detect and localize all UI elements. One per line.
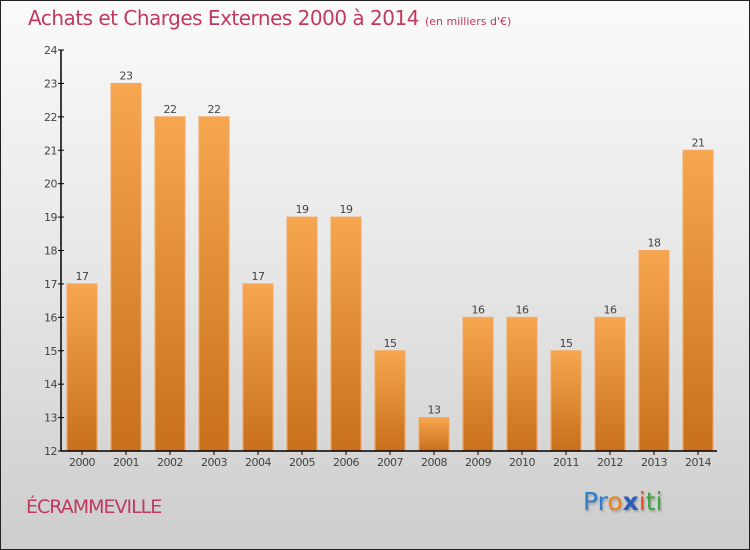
- y-tick-label-23: 23: [44, 77, 57, 90]
- value-label-2012: 16: [604, 303, 617, 316]
- y-tick-label-19: 19: [44, 211, 57, 224]
- value-label-2013: 18: [648, 237, 661, 250]
- bar-2009: [462, 316, 494, 452]
- value-label-2000: 17: [76, 270, 89, 283]
- value-label-2014: 21: [692, 136, 705, 149]
- y-tick-label-24: 24: [44, 44, 57, 57]
- bar-2007: [374, 350, 406, 452]
- bar-2004: [242, 283, 274, 452]
- proxiti-logo[interactable]: Proxiti: [583, 487, 663, 516]
- x-tick-label-2008: 2008: [421, 456, 447, 469]
- bar-2013: [638, 250, 670, 452]
- x-tick-label-2006: 2006: [333, 456, 359, 469]
- city-name: ÉCRAMMEVILLE: [26, 496, 162, 518]
- y-tick-label-13: 13: [44, 412, 57, 425]
- title-text: Achats et Charges Externes 2000 à 2014: [28, 6, 419, 30]
- x-tick-label-2014: 2014: [685, 456, 711, 469]
- y-tick-label-20: 20: [44, 178, 57, 191]
- x-tick-label-2013: 2013: [641, 456, 667, 469]
- value-label-2009: 16: [472, 303, 485, 316]
- x-tick-label-2010: 2010: [509, 456, 535, 469]
- bar-2005: [286, 216, 318, 452]
- value-label-2008: 13: [428, 404, 441, 417]
- x-tick-label-2000: 2000: [69, 456, 95, 469]
- value-label-2010: 16: [516, 303, 529, 316]
- y-tick-label-21: 21: [44, 144, 57, 157]
- x-tick-label-2002: 2002: [157, 456, 183, 469]
- bar-2012: [594, 316, 626, 452]
- value-label-2005: 19: [296, 203, 309, 216]
- y-tick-label-15: 15: [44, 345, 57, 358]
- bar-2010: [506, 316, 538, 452]
- logo-letter: i: [638, 487, 646, 516]
- chart-title: Achats et Charges Externes 2000 à 2014 (e…: [28, 6, 511, 30]
- title-unit: (en milliers d'€): [424, 15, 512, 28]
- x-tick-label-2003: 2003: [201, 456, 227, 469]
- value-label-2006: 19: [340, 203, 353, 216]
- x-tick-label-2009: 2009: [465, 456, 491, 469]
- value-label-2011: 15: [560, 337, 573, 350]
- x-tick-label-2005: 2005: [289, 456, 315, 469]
- y-tick-label-16: 16: [44, 311, 57, 324]
- y-tick-label-14: 14: [44, 378, 57, 391]
- bar-2002: [154, 116, 186, 452]
- value-label-2003: 22: [208, 103, 221, 116]
- logo-letter: o: [607, 487, 623, 516]
- logo-letter: r: [597, 487, 608, 516]
- bar-2001: [110, 82, 142, 452]
- y-tick-label-18: 18: [44, 245, 57, 258]
- y-tick-label-17: 17: [44, 278, 57, 291]
- bar-2003: [198, 116, 230, 452]
- x-tick-label-2007: 2007: [377, 456, 403, 469]
- logo-letter: P: [583, 487, 598, 516]
- y-tick-label-12: 12: [44, 445, 57, 458]
- value-label-2007: 15: [384, 337, 397, 350]
- bar-2000: [66, 283, 98, 452]
- logo-letter: t: [645, 487, 656, 516]
- value-label-2001: 23: [120, 69, 133, 82]
- bar-2008: [418, 417, 450, 452]
- logo-letter: i: [655, 487, 663, 516]
- bar-2014: [682, 149, 714, 452]
- value-label-2004: 17: [252, 270, 265, 283]
- x-tick-label-2011: 2011: [553, 456, 579, 469]
- logo-letter: x: [622, 487, 639, 516]
- bar-2006: [330, 216, 362, 452]
- value-label-2002: 22: [164, 103, 177, 116]
- y-tick-label-22: 22: [44, 111, 57, 124]
- bar-2011: [550, 350, 582, 452]
- x-tick-label-2012: 2012: [597, 456, 623, 469]
- x-tick-label-2001: 2001: [113, 456, 139, 469]
- x-tick-label-2004: 2004: [245, 456, 271, 469]
